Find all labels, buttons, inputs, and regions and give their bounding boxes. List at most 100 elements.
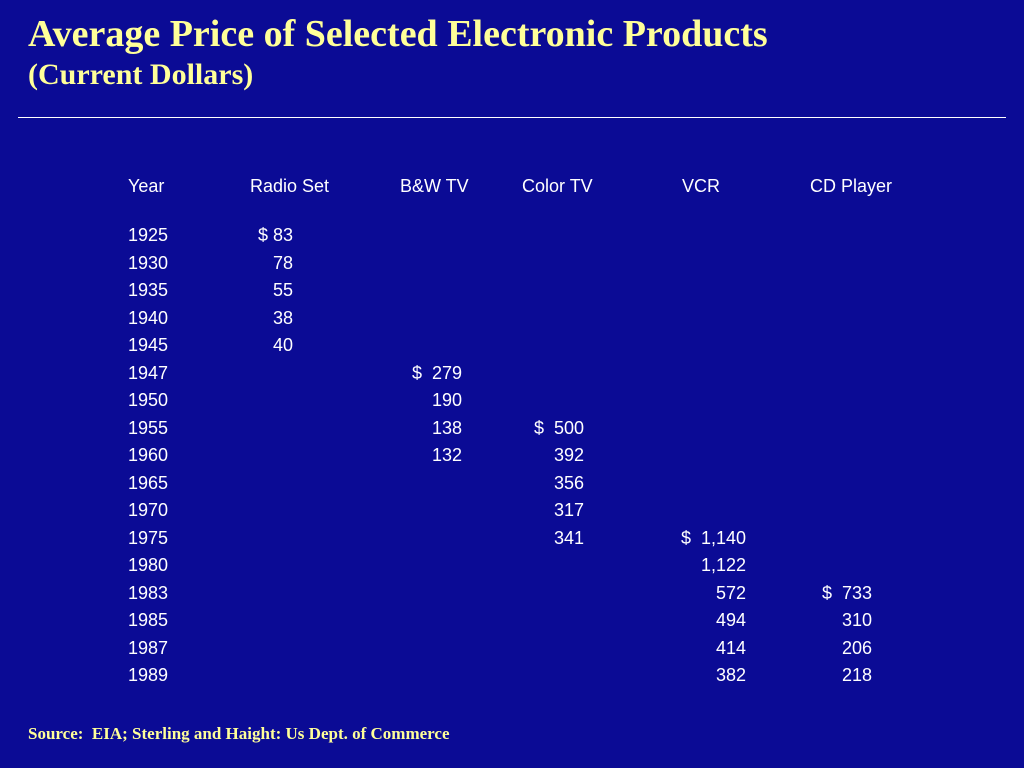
cell-value: 1,122 xyxy=(700,555,746,576)
cell-bw-tv: $ 279 xyxy=(400,360,522,388)
cell-bw-tv xyxy=(400,662,522,690)
cell-radio-set xyxy=(250,360,400,388)
cell-color-tv xyxy=(522,387,662,415)
cell-cd-player: 310 xyxy=(810,607,930,635)
header-color-tv: Color TV xyxy=(522,175,593,196)
cell-bw-tv xyxy=(400,250,522,278)
cell-year: 1970 xyxy=(128,500,169,521)
cell-vcr xyxy=(662,277,810,305)
title-divider xyxy=(18,117,1006,118)
cell-value: $ 83 xyxy=(257,225,293,246)
cell-value: 206 xyxy=(841,637,872,658)
cell-cd-player xyxy=(810,277,930,305)
cell-color-tv: 341 xyxy=(522,525,662,553)
cell-value: 132 xyxy=(431,445,462,466)
cell-bw-tv: 132 xyxy=(400,442,522,470)
table-row: 1965 356 xyxy=(128,470,930,498)
cell-color-tv: 392 xyxy=(522,442,662,470)
cell-radio-set xyxy=(250,580,400,608)
table-row: 1960 132 392 xyxy=(128,442,930,470)
title-subtitle: (Current Dollars) xyxy=(28,58,254,92)
cell-bw-tv xyxy=(400,277,522,305)
cell-value: 382 xyxy=(715,665,746,686)
title-main: Average Price of Selected Electronic Pro… xyxy=(28,13,768,55)
cell-vcr xyxy=(662,360,810,388)
cell-radio-set xyxy=(250,387,400,415)
cell-vcr xyxy=(662,332,810,360)
table-row: 1983 572 $ 733 xyxy=(128,580,930,608)
cell-cd-player xyxy=(810,332,930,360)
cell-vcr: 1,122 xyxy=(662,552,810,580)
slide-title: Average Price of Selected Electronic Pro… xyxy=(28,13,768,92)
cell-value: 356 xyxy=(553,472,584,493)
cell-color-tv: 356 xyxy=(522,470,662,498)
cell-value: 317 xyxy=(553,500,584,521)
cell-bw-tv: 138 xyxy=(400,415,522,443)
cell-color-tv xyxy=(522,662,662,690)
cell-cd-player xyxy=(810,497,930,525)
cell-vcr: 414 xyxy=(662,635,810,663)
cell-bw-tv xyxy=(400,607,522,635)
cell-vcr xyxy=(662,497,810,525)
cell-radio-set xyxy=(250,607,400,635)
cell-value: 218 xyxy=(841,665,872,686)
cell-cd-player xyxy=(810,470,930,498)
cell-vcr xyxy=(662,387,810,415)
cell-year: 1985 xyxy=(128,610,169,631)
cell-color-tv xyxy=(522,332,662,360)
header-bw-tv: B&W TV xyxy=(400,175,469,196)
cell-color-tv xyxy=(522,552,662,580)
cell-radio-set: 55 xyxy=(250,277,400,305)
table-row: 1950 190 xyxy=(128,387,930,415)
cell-cd-player xyxy=(810,387,930,415)
table-row: 1985 494 310 xyxy=(128,607,930,635)
cell-year: 1989 xyxy=(128,665,169,686)
cell-vcr xyxy=(662,250,810,278)
table-row: 1935 55 xyxy=(128,277,930,305)
cell-cd-player xyxy=(810,305,930,333)
cell-year: 1930 xyxy=(128,252,169,273)
cell-radio-set xyxy=(250,525,400,553)
cell-vcr xyxy=(662,415,810,443)
table-row: 1980 1,122 xyxy=(128,552,930,580)
cell-vcr: 494 xyxy=(662,607,810,635)
table-row: 1955 138 $ 500 xyxy=(128,415,930,443)
cell-value: 78 xyxy=(272,252,293,273)
cell-year: 1987 xyxy=(128,637,169,658)
cell-value: 341 xyxy=(553,527,584,548)
cell-year: 1940 xyxy=(128,307,169,328)
cell-color-tv: 317 xyxy=(522,497,662,525)
cell-bw-tv xyxy=(400,497,522,525)
cell-value: 572 xyxy=(715,582,746,603)
cell-vcr xyxy=(662,442,810,470)
cell-value: $ 279 xyxy=(411,362,462,383)
cell-color-tv xyxy=(522,635,662,663)
cell-year: 1965 xyxy=(128,472,169,493)
cell-bw-tv: 190 xyxy=(400,387,522,415)
cell-bw-tv xyxy=(400,470,522,498)
cell-radio-set: 38 xyxy=(250,305,400,333)
cell-year: 1945 xyxy=(128,335,169,356)
cell-value: 310 xyxy=(841,610,872,631)
cell-year: 1947 xyxy=(128,362,169,383)
cell-color-tv xyxy=(522,250,662,278)
cell-cd-player xyxy=(810,552,930,580)
cell-vcr: $ 1,140 xyxy=(662,525,810,553)
cell-cd-player: 206 xyxy=(810,635,930,663)
cell-year: 1955 xyxy=(128,417,169,438)
cell-year: 1980 xyxy=(128,555,169,576)
cell-cd-player: $ 733 xyxy=(810,580,930,608)
cell-value: 55 xyxy=(272,280,293,301)
cell-year: 1950 xyxy=(128,390,169,411)
cell-radio-set xyxy=(250,662,400,690)
cell-bw-tv xyxy=(400,580,522,608)
cell-cd-player xyxy=(810,442,930,470)
table-row: 1970 317 xyxy=(128,497,930,525)
cell-color-tv xyxy=(522,607,662,635)
table-row: 1945 40 xyxy=(128,332,930,360)
cell-color-tv xyxy=(522,305,662,333)
cell-bw-tv xyxy=(400,525,522,553)
table-row: 1989 382 218 xyxy=(128,662,930,690)
price-table: Year Radio Set B&W TV Color TV VCR CD Pl… xyxy=(128,172,930,690)
